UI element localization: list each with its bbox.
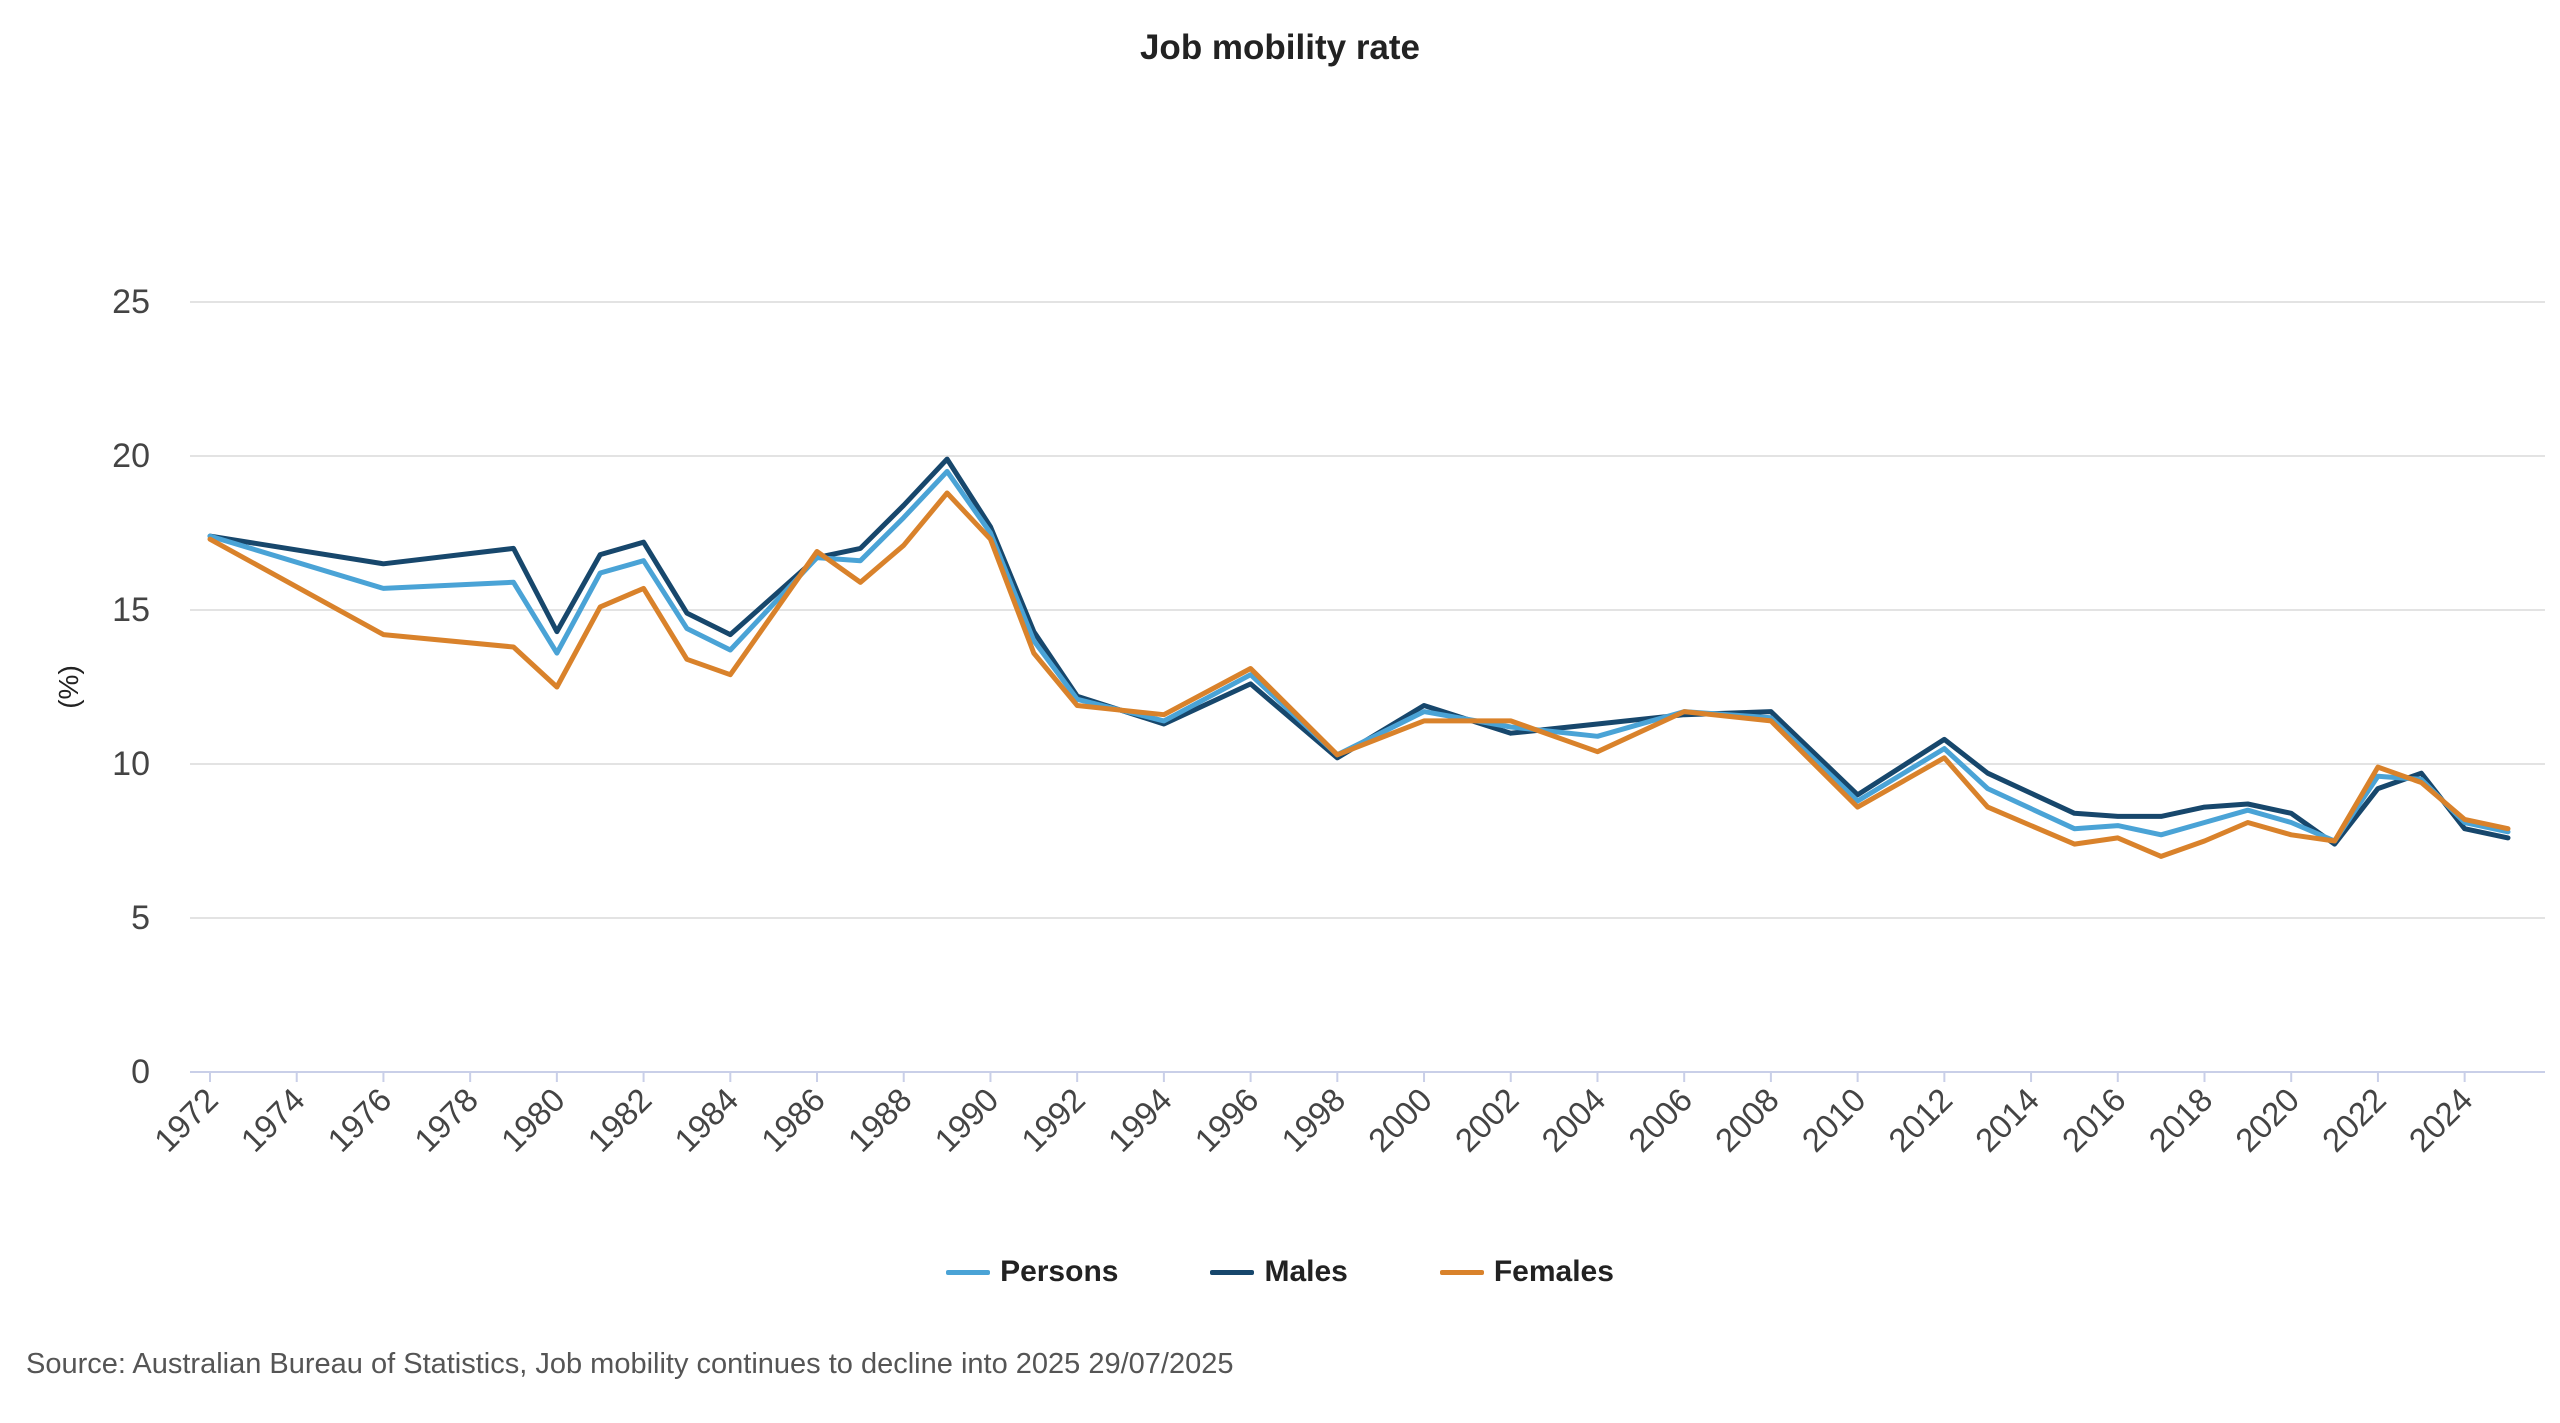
x-tick-label: 2020 [2228,1081,2306,1159]
x-tick-label: 1990 [927,1081,1005,1159]
chart-title: Job mobility rate [1139,28,1421,67]
legend-item-males[interactable]: Males [1210,1255,1348,1289]
y-tick-label: 15 [112,591,150,629]
series-line-males[interactable] [207,456,2511,847]
x-tick-label: 1980 [494,1081,572,1159]
legend-label: Persons [1000,1255,1119,1288]
x-tick-label: 1974 [234,1081,312,1159]
y-axis-label: (%) [53,665,84,709]
x-tick-label: 1972 [147,1081,225,1159]
legend-label: Males [1264,1255,1348,1288]
x-tick-label: 2014 [1968,1081,2046,1159]
y-tick-label: 10 [112,745,150,783]
legend-item-persons[interactable]: Persons [946,1255,1118,1289]
legend-swatch-females [1439,1269,1484,1275]
x-tick-label: 1992 [1014,1081,1092,1159]
x-tick-label: 2012 [1881,1081,1959,1159]
legend-item-females[interactable]: Females [1439,1255,1614,1289]
x-tick-label: 2022 [2315,1081,2393,1159]
legend: Persons Males Females [0,1255,2560,1289]
y-tick-label: 20 [112,437,150,475]
x-tick-label: 1976 [320,1081,398,1159]
x-tick-label: 1984 [667,1081,745,1159]
y-tick-label: 0 [131,1053,150,1091]
x-tick-label: 1982 [580,1081,658,1159]
y-tick-label: 25 [112,283,150,321]
x-tick-label: 2018 [2141,1081,2219,1159]
legend-swatch-males [1210,1269,1255,1275]
y-tick-label: 5 [131,899,150,937]
legend-swatch-persons [946,1269,991,1275]
x-tick-label: 1998 [1274,1081,1352,1159]
x-tick-label: 1988 [841,1081,919,1159]
gridlines [190,301,2545,1073]
x-tick-label: 2006 [1621,1081,1699,1159]
x-tick-label: 1978 [407,1081,485,1159]
x-tick-label: 1986 [754,1081,832,1159]
source-note: Source: Australian Bureau of Statistics,… [26,1348,1234,1380]
x-tick-label: 2004 [1534,1081,1612,1159]
series-line-females[interactable] [207,490,2511,859]
x-tick-label: 2000 [1361,1081,1439,1159]
x-tick-label: 2024 [2402,1081,2480,1159]
x-tick-label: 2008 [1708,1081,1786,1159]
x-tick-label: 2002 [1448,1081,1526,1159]
y-axis: 0 5 10 15 20 25 [112,283,150,1091]
series-lines [207,456,2511,859]
legend-label: Females [1493,1255,1614,1288]
x-tick-label: 2010 [1794,1081,1872,1159]
x-tick-label: 2016 [2055,1081,2133,1159]
x-axis: 1972 1974 1976 1978 1980 1982 1984 1986 1988 1990… [147,1072,2480,1159]
x-tick-label: 1994 [1101,1081,1179,1159]
x-tick-label: 1996 [1187,1081,1265,1159]
series-line-persons[interactable] [207,468,2511,844]
